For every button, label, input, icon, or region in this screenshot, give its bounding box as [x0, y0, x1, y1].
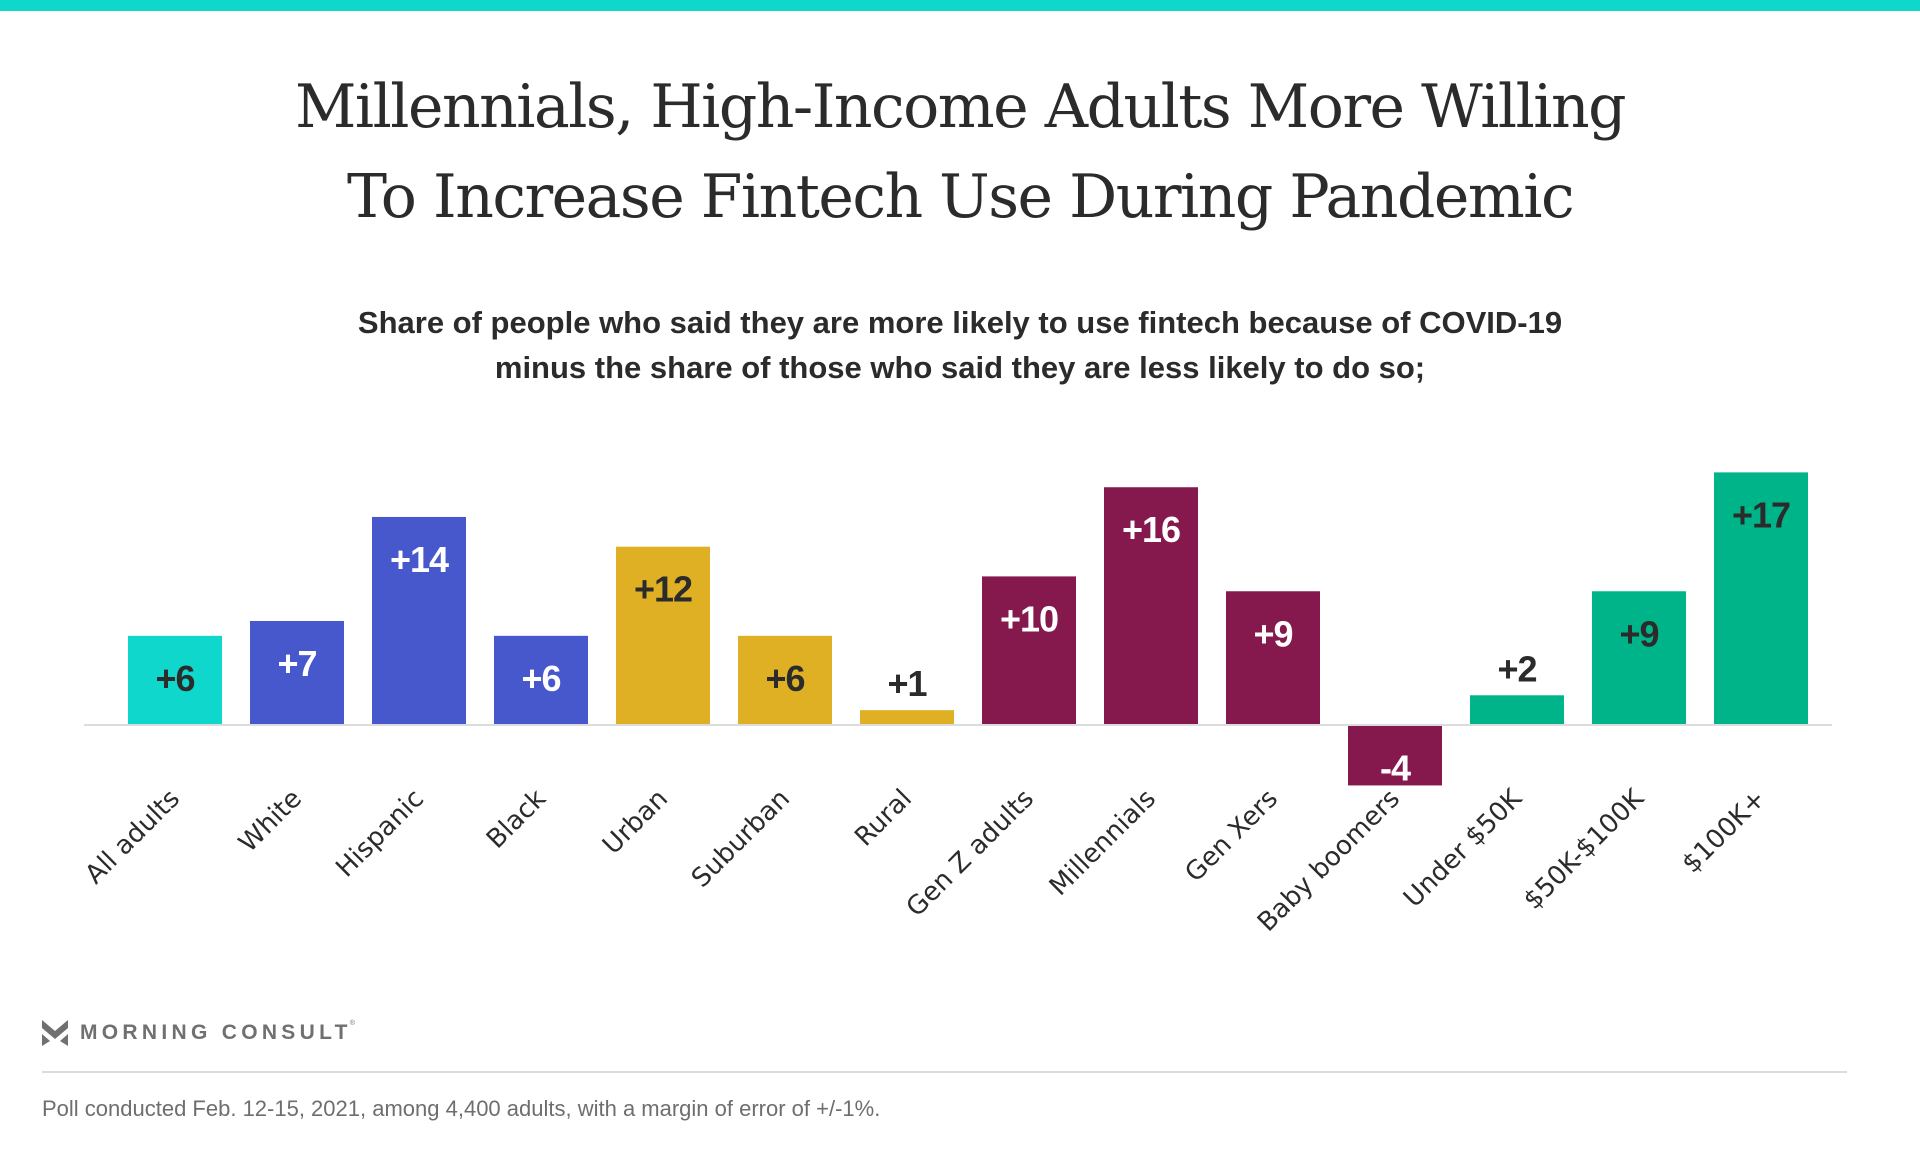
- category-labels-group: All adults White Hispanic Black Urban Suburba…: [80, 783, 1772, 938]
- value-label-rural: +1: [887, 663, 927, 704]
- category-label-millennials: Millennials: [1044, 784, 1162, 902]
- category-label-white: White: [233, 784, 308, 859]
- chart-title: Millennials, High-Income Adults More Wil…: [0, 62, 1920, 242]
- brand-logo: MORNING CONSULT ®: [42, 1020, 355, 1046]
- bar-rural: [860, 710, 954, 725]
- value-label-under-50k: +2: [1497, 648, 1536, 689]
- footer-divider: [42, 1071, 1847, 1073]
- bar-hispanic: [372, 516, 466, 725]
- value-label-hispanic: +14: [390, 539, 449, 580]
- registered-mark: ®: [349, 1020, 355, 1027]
- top-accent-bar: [0, 0, 1920, 11]
- category-label-under-50k: Under $50K: [1398, 783, 1529, 914]
- value-label-gen-xers: +9: [1253, 613, 1292, 654]
- value-label-100k: +17: [1732, 494, 1790, 535]
- bar-white: [250, 620, 344, 725]
- chart-subtitle-line-1: Share of people who said they are more l…: [357, 305, 1563, 340]
- value-label-all-adults: +6: [155, 658, 194, 699]
- value-label-white: +7: [277, 643, 316, 684]
- value-label-millennials: +16: [1122, 509, 1180, 550]
- bar-all-adults: [128, 635, 222, 725]
- value-labels-group: +6 +7 +14 +6 +12 +6 +1 +10 +16 +9 -4 +2 +9 +17: [155, 494, 1791, 788]
- bars-group: [128, 472, 1808, 786]
- category-label-100k: $100K+: [1676, 784, 1771, 879]
- category-label-gen-z-adults: Gen Z adults: [901, 784, 1040, 923]
- chart-subtitle-line-2: minus the share of those who said they a…: [494, 350, 1426, 385]
- chart-title-line-2: To Increase Fintech Use During Pandemic: [346, 162, 1575, 232]
- category-label-50k-100k: $50K-$100K: [1518, 783, 1651, 916]
- category-label-hispanic: Hispanic: [330, 784, 430, 884]
- chart-title-line-1: Millennials, High-Income Adults More Wil…: [294, 72, 1627, 142]
- value-label-urban: +12: [634, 569, 692, 610]
- chart-subtitle: Share of people who said they are more l…: [0, 300, 1920, 390]
- value-label-black: +6: [521, 658, 560, 699]
- bar-black: [494, 635, 588, 725]
- bar-gen-xers: [1226, 591, 1320, 725]
- bar-urban: [616, 546, 710, 725]
- category-label-black: Black: [481, 784, 552, 855]
- value-label-gen-z-adults: +10: [1000, 598, 1058, 639]
- category-label-gen-xers: Gen Xers: [1179, 784, 1283, 888]
- bar-baby-boomers: [1348, 726, 1442, 786]
- category-label-suburban: Suburban: [686, 784, 796, 894]
- bar-millennials: [1104, 487, 1198, 725]
- bar-chart: +6 +7 +14 +6 +12 +6 +1 +10 +16 +9 -4 +2 +9 +17 All ad…: [80, 472, 1832, 938]
- value-label-50k-100k: +9: [1619, 613, 1658, 654]
- bar-gen-z-adults: [982, 576, 1076, 725]
- category-label-all-adults: All adults: [80, 784, 186, 890]
- morning-consult-chevron-icon: [42, 1020, 68, 1046]
- bar-under-50k: [1470, 695, 1564, 725]
- category-label-rural: Rural: [849, 784, 918, 853]
- value-label-suburban: +6: [765, 658, 804, 699]
- bar-suburban: [738, 635, 832, 725]
- footnote: Poll conducted Feb. 12-15, 2021, among 4…: [42, 1096, 881, 1121]
- brand-name: MORNING CONSULT: [80, 1021, 352, 1044]
- category-label-urban: Urban: [597, 784, 674, 861]
- value-label-baby-boomers: -4: [1380, 747, 1411, 788]
- bar-100k: [1714, 472, 1808, 725]
- bar-50k-100k: [1592, 591, 1686, 725]
